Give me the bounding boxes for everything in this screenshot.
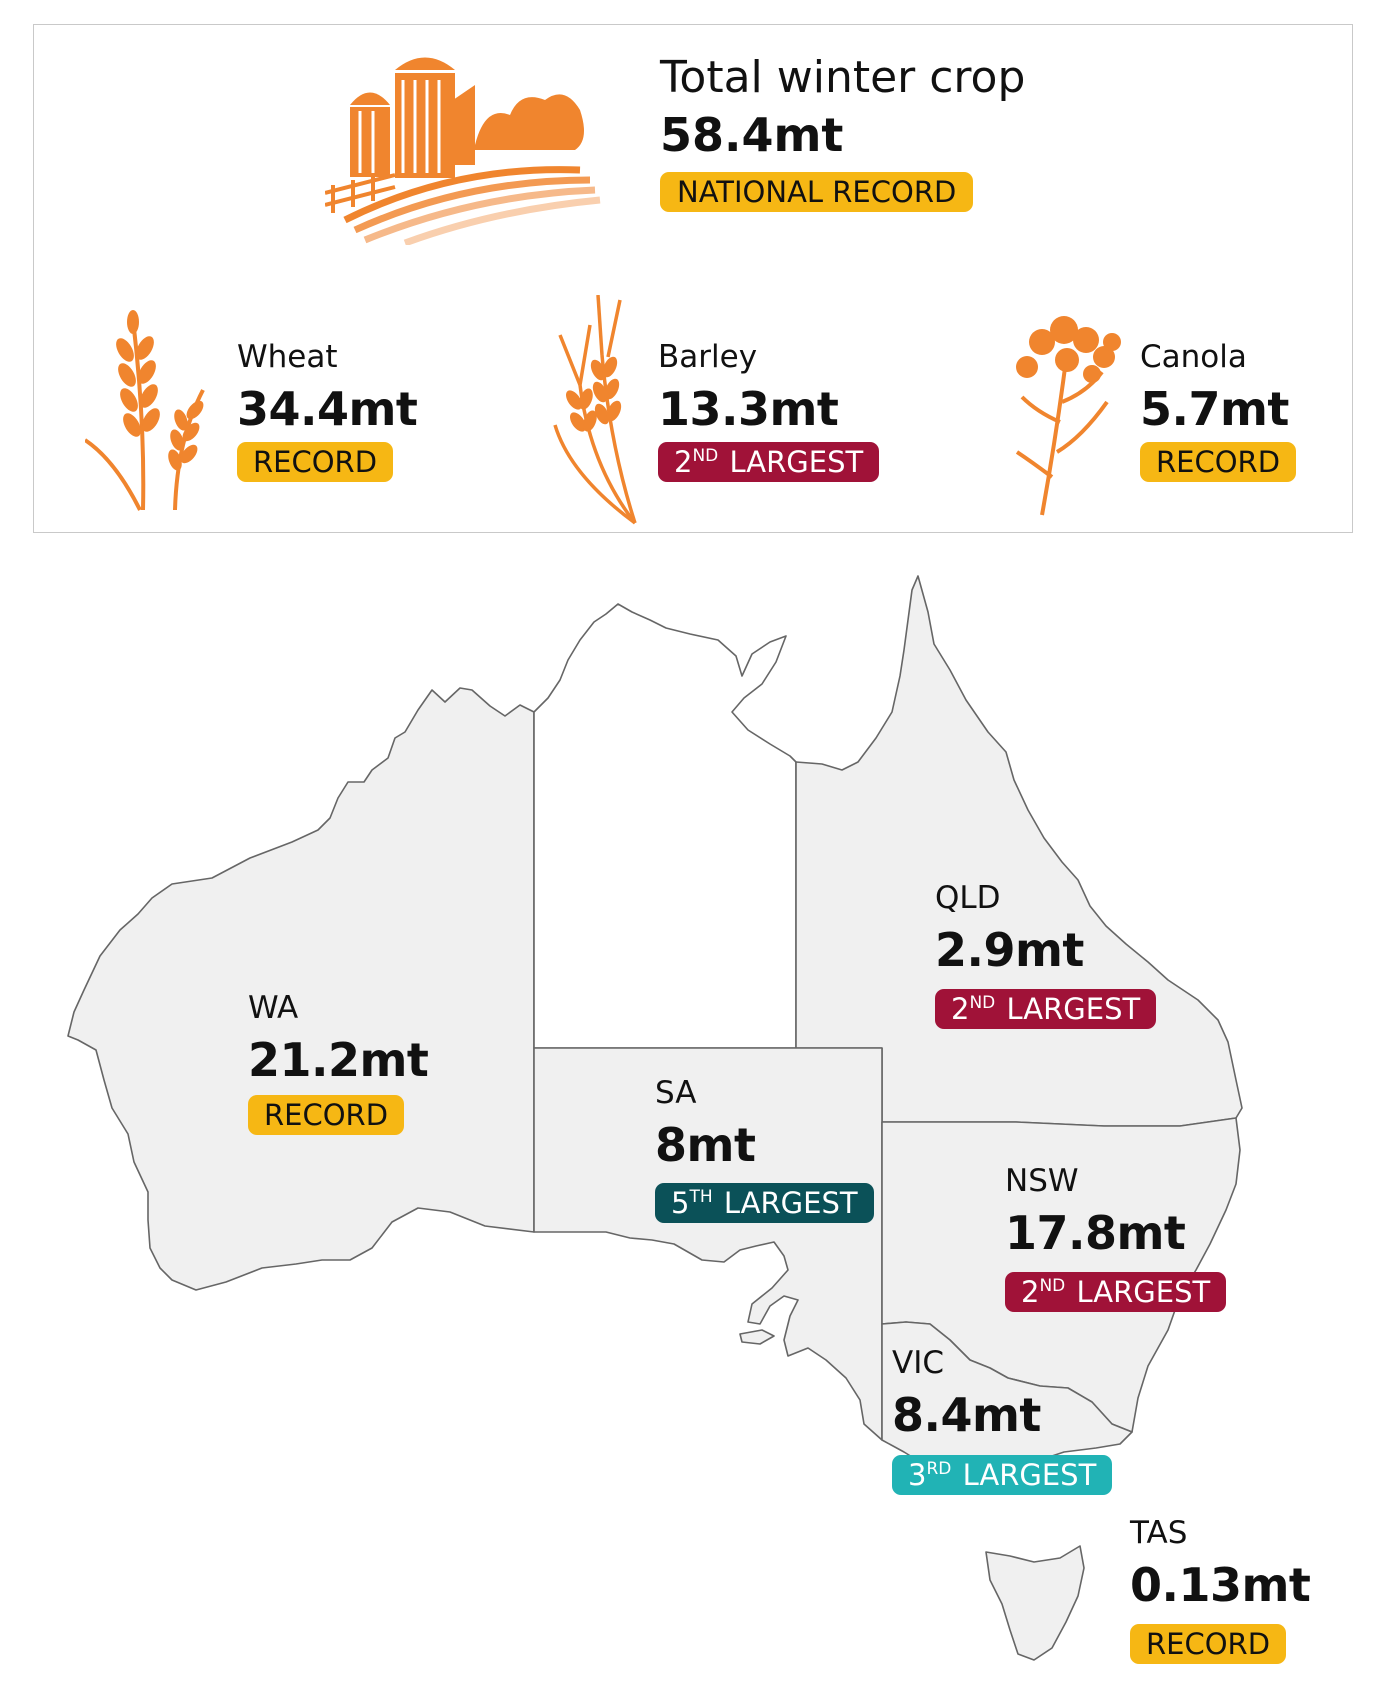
state-value-nsw: 17.8mt xyxy=(1005,1206,1186,1260)
state-badge-nsw: 2ND LARGEST xyxy=(1005,1272,1227,1312)
wheat-icon xyxy=(85,310,205,511)
state-code-qld: QLD xyxy=(935,880,1001,916)
state-value-sa: 8mt xyxy=(655,1118,756,1172)
state-shape-nt xyxy=(533,603,797,1049)
state-shape-qld xyxy=(795,575,1243,1127)
total-crop-value: 58.4mt xyxy=(660,108,844,162)
state-value-vic: 8.4mt xyxy=(892,1388,1041,1442)
crop-badge-barley: 2ND LARGEST xyxy=(658,442,880,482)
state-value-tas: 0.13mt xyxy=(1130,1558,1311,1612)
total-crop-label: Total winter crop xyxy=(660,52,1026,103)
state-shape-tas xyxy=(985,1545,1085,1661)
state-value-wa: 21.2mt xyxy=(248,1033,429,1087)
state-badge-vic: 3RD LARGEST xyxy=(892,1455,1113,1495)
barley-icon xyxy=(553,295,637,525)
state-code-tas: TAS xyxy=(1130,1515,1188,1551)
state-badge-wa: RECORD xyxy=(248,1095,405,1135)
state-shape-wa xyxy=(67,687,535,1291)
state-code-wa: WA xyxy=(248,990,299,1026)
silo-farm-icon xyxy=(325,57,601,245)
crop-badge-wheat: RECORD xyxy=(237,442,394,482)
crop-name-wheat: Wheat xyxy=(237,339,338,375)
australia-map xyxy=(67,575,1243,1661)
canola-icon xyxy=(1015,316,1121,516)
state-badge-tas: RECORD xyxy=(1130,1624,1287,1664)
island-shape-kangaroo xyxy=(739,1329,775,1345)
state-shape-sa xyxy=(533,1047,883,1441)
summary-panel xyxy=(33,24,1353,533)
state-code-nsw: NSW xyxy=(1005,1163,1079,1199)
total-crop-badge: NATIONAL RECORD xyxy=(660,172,974,212)
crop-badge-canola: RECORD xyxy=(1140,442,1297,482)
crop-name-canola: Canola xyxy=(1140,339,1247,375)
crop-value-wheat: 34.4mt xyxy=(237,382,418,436)
state-code-sa: SA xyxy=(655,1075,697,1111)
crop-value-barley: 13.3mt xyxy=(658,382,839,436)
crop-value-canola: 5.7mt xyxy=(1140,382,1289,436)
state-code-vic: VIC xyxy=(892,1345,944,1381)
state-badge-sa: 5TH LARGEST xyxy=(655,1183,874,1223)
state-value-qld: 2.9mt xyxy=(935,923,1084,977)
state-badge-qld: 2ND LARGEST xyxy=(935,989,1157,1029)
crop-name-barley: Barley xyxy=(658,339,758,375)
